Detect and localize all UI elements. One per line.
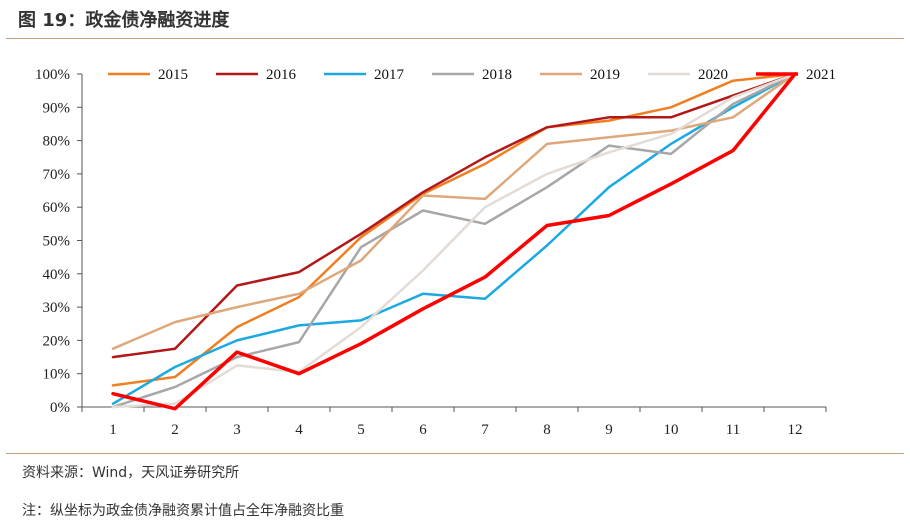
x-tick-label: 3 bbox=[233, 422, 241, 438]
legend-label-2017: 2017 bbox=[374, 67, 405, 83]
bottom-divider bbox=[6, 453, 904, 454]
chart-legend: 2015 2016 2017 2018 2019 2020 2021 bbox=[108, 67, 836, 83]
x-tick-label: 6 bbox=[419, 422, 427, 438]
x-tick-label: 1 bbox=[109, 422, 117, 438]
series-line-2017 bbox=[111, 72, 797, 405]
y-tick-label: 20% bbox=[43, 333, 71, 349]
footnote: 注：纵坐标为政金债净融资累计值占全年净融资比重 bbox=[22, 503, 344, 519]
legend-label-2021: 2021 bbox=[806, 67, 836, 83]
chart-series-lines bbox=[111, 72, 797, 411]
y-tick-label: 30% bbox=[43, 300, 71, 316]
figure-title: 图 19：政金债净融资进度 bbox=[18, 10, 230, 31]
legend-label-2019: 2019 bbox=[590, 67, 620, 83]
legend-label-2018: 2018 bbox=[482, 67, 512, 83]
y-tick-label: 90% bbox=[43, 100, 71, 116]
y-tick-label: 80% bbox=[43, 134, 71, 150]
series-line-2020 bbox=[111, 72, 797, 409]
series-line-2015 bbox=[111, 72, 797, 387]
x-tick-label: 2 bbox=[171, 422, 179, 438]
x-tick-label: 8 bbox=[543, 422, 551, 438]
y-tick-label: 10% bbox=[43, 367, 71, 383]
x-tick-label: 10 bbox=[664, 422, 679, 438]
x-tick-label: 5 bbox=[357, 422, 365, 438]
series-line-2021 bbox=[111, 72, 797, 411]
y-tick-label: 50% bbox=[43, 234, 71, 250]
y-tick-label: 100% bbox=[35, 67, 70, 83]
series-line-2016 bbox=[111, 72, 797, 359]
chart-axes: 0%10%20%30%40%50%60%70%80%90%100%1 2 3 4 5 6 7… bbox=[35, 67, 827, 438]
y-tick-label: 70% bbox=[43, 167, 71, 183]
x-tick-label: 12 bbox=[788, 422, 803, 438]
legend-label-2015: 2015 bbox=[158, 67, 188, 83]
y-tick-label: 0% bbox=[50, 400, 70, 416]
x-tick-label: 9 bbox=[605, 422, 613, 438]
x-tick-label: 4 bbox=[295, 422, 303, 438]
y-tick-label: 60% bbox=[43, 200, 71, 216]
legend-label-2020: 2020 bbox=[698, 67, 728, 83]
x-tick-label: 11 bbox=[726, 422, 740, 438]
x-tick-label: 7 bbox=[481, 422, 489, 438]
y-tick-label: 40% bbox=[43, 267, 71, 283]
legend-label-2016: 2016 bbox=[266, 67, 297, 83]
top-divider bbox=[6, 38, 904, 39]
line-chart: 0%10%20%30%40%50%60%70%80%90%100%1 2 3 4 5 6 7… bbox=[35, 67, 836, 438]
source-note: 资料来源：Wind，天风证券研究所 bbox=[22, 465, 240, 481]
